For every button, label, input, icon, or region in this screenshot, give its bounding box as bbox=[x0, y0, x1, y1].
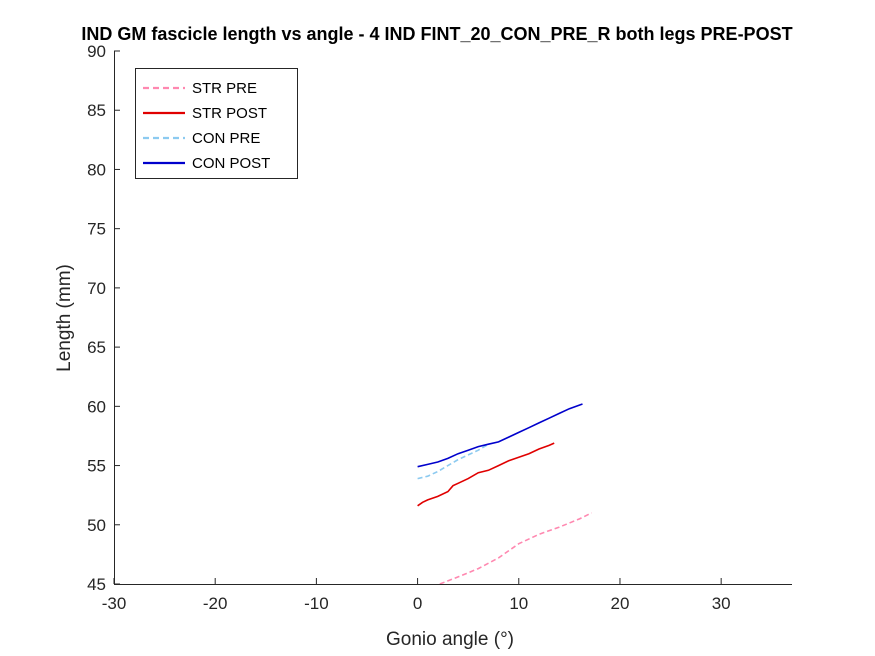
x-tick-label: -20 bbox=[203, 594, 228, 613]
legend-label: CON POST bbox=[192, 155, 270, 172]
y-tick-label: 70 bbox=[87, 279, 106, 298]
legend: STR PRE STR POST CON PRE CON POST bbox=[135, 68, 298, 179]
legend-label: STR PRE bbox=[192, 80, 257, 97]
x-tick-label: 20 bbox=[611, 594, 630, 613]
y-axis-label: Length (mm) bbox=[54, 264, 75, 372]
legend-label: STR POST bbox=[192, 105, 267, 122]
y-tick-label: 85 bbox=[87, 101, 106, 120]
plot-lines bbox=[417, 403, 592, 585]
series-line-con-post bbox=[417, 403, 583, 468]
x-ticks: -30 -20 -10 0 10 20 30 bbox=[102, 578, 731, 613]
y-tick-label: 45 bbox=[87, 575, 106, 594]
x-axis-label: Gonio angle (°) bbox=[386, 629, 514, 650]
y-tick-label: 65 bbox=[87, 338, 106, 357]
y-ticks: 45 50 55 60 65 70 75 80 85 90 bbox=[87, 42, 120, 594]
legend-label: CON PRE bbox=[192, 130, 260, 147]
x-tick-label: 10 bbox=[509, 594, 528, 613]
y-tick-label: 60 bbox=[87, 397, 106, 416]
series-line-str-post bbox=[417, 442, 555, 507]
y-tick-label: 50 bbox=[87, 516, 106, 535]
y-tick-label: 75 bbox=[87, 220, 106, 239]
chart-title: IND GM fascicle length vs angle - 4 IND … bbox=[81, 24, 792, 44]
x-tick-label: -10 bbox=[304, 594, 329, 613]
series-line-str-pre bbox=[439, 512, 592, 585]
y-tick-label: 80 bbox=[87, 160, 106, 179]
y-tick-label: 55 bbox=[87, 457, 106, 476]
legend-box bbox=[135, 68, 298, 179]
x-tick-label: 0 bbox=[413, 594, 422, 613]
series-line-con-pre bbox=[417, 443, 489, 480]
x-tick-label: -30 bbox=[102, 594, 127, 613]
y-tick-label: 90 bbox=[87, 42, 106, 61]
x-tick-label: 30 bbox=[712, 594, 731, 613]
